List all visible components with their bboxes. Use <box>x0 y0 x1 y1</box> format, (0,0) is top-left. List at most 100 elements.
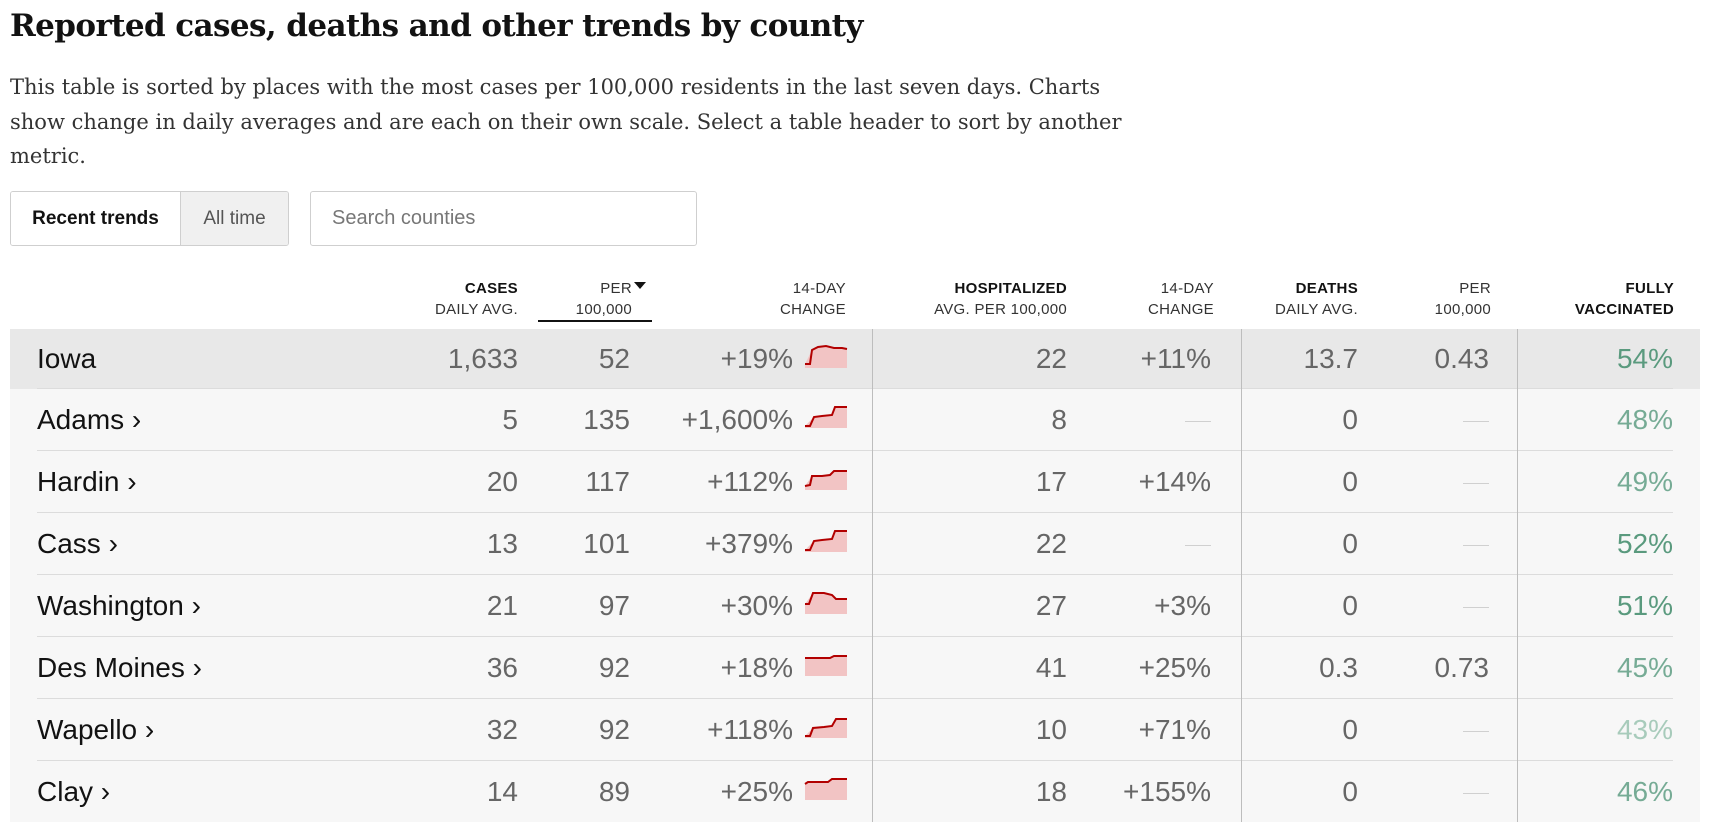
deaths-value: 0 <box>1342 714 1358 745</box>
county-name-link[interactable]: Des Moines › <box>37 652 202 683</box>
county-row[interactable]: Adams › 5 135 +1,600% 8 0 48% <box>10 389 1700 451</box>
header-cases[interactable]: CASES DAILY AVG. <box>435 278 518 320</box>
no-data-dash <box>1185 544 1211 546</box>
header-change-line1: 14-DAY <box>792 280 846 297</box>
deaths-value: 13.7 <box>1303 343 1359 374</box>
cases-value: 36 <box>486 652 518 683</box>
header-hosp-change-line1: 14-DAY <box>1160 280 1214 297</box>
county-name-link[interactable]: Washington › <box>37 590 201 621</box>
per-value: 101 <box>583 528 630 559</box>
deaths-per-value <box>1463 699 1489 761</box>
header-deaths-line2: DAILY AVG. <box>1274 301 1358 318</box>
per-value: 89 <box>598 776 630 807</box>
deaths-per-value: 0.43 <box>1434 343 1490 374</box>
column-divider <box>872 329 873 822</box>
deaths-per-value <box>1463 761 1489 822</box>
sort-descending-icon <box>634 282 646 289</box>
county-name-link[interactable]: Clay › <box>37 776 111 807</box>
trend-sparkline <box>805 344 848 368</box>
header-hosp-14-day-change[interactable]: 14-DAY CHANGE <box>1148 278 1214 320</box>
per-value: 92 <box>598 652 630 683</box>
county-row[interactable]: Wapello › 32 92 +118% 10 +71% 0 43% <box>10 699 1700 761</box>
trend-sparkline <box>805 655 847 676</box>
sparkline-line <box>805 530 847 551</box>
no-data-dash <box>1463 420 1489 422</box>
sparkline-area <box>805 531 847 552</box>
vacc-value: 54% <box>1616 343 1673 374</box>
county-row[interactable]: Hardin › 20 117 +112% 17 +14% 0 49% <box>10 451 1700 513</box>
row-divider <box>37 698 1673 699</box>
sparkline-line <box>805 655 847 659</box>
change-value: +30% <box>720 590 793 621</box>
header-fully-vaccinated[interactable]: FULLY VACCINATED <box>1575 278 1674 320</box>
county-name-link[interactable]: Hardin › <box>37 466 137 497</box>
header-vacc-line1: FULLY <box>1625 280 1674 297</box>
deaths-value: 0 <box>1342 404 1358 435</box>
vacc-value: 51% <box>1616 590 1673 621</box>
change-value: +19% <box>720 343 793 374</box>
sparkline-line <box>804 470 847 487</box>
per-value: 92 <box>598 714 630 745</box>
row-divider <box>37 512 1673 513</box>
header-vacc-line2: VACCINATED <box>1574 301 1674 318</box>
header-deaths-line1: DEATHS <box>1295 280 1358 297</box>
header-cases-line2: DAILY AVG. <box>434 301 518 318</box>
per-value: 52 <box>598 343 630 374</box>
sparkline-area <box>805 471 847 490</box>
recent-trends-button[interactable]: Recent trends <box>11 192 181 245</box>
deaths-value: 0.3 <box>1319 652 1358 683</box>
deaths-value: 0 <box>1342 776 1358 807</box>
hosp-value: 22 <box>1035 528 1067 559</box>
county-row[interactable]: Clay › 14 89 +25% 18 +155% 0 46% <box>10 761 1700 822</box>
county-row[interactable]: Cass › 13 101 +379% 22 0 52% <box>10 513 1700 575</box>
header-14-day-change[interactable]: 14-DAY CHANGE <box>780 278 846 320</box>
sparkline-line <box>805 406 847 427</box>
column-divider <box>1241 329 1242 822</box>
hosp-change-value <box>1185 513 1211 575</box>
header-change-line2: CHANGE <box>780 301 846 318</box>
trend-sparkline <box>805 592 847 614</box>
vacc-value: 49% <box>1616 466 1673 497</box>
county-row[interactable]: Washington › 21 97 +30% 27 +3% 0 51% <box>10 575 1700 637</box>
no-data-dash <box>1463 730 1489 732</box>
county-name-link[interactable]: Adams › <box>37 404 142 435</box>
all-time-button[interactable]: All time <box>181 192 288 245</box>
row-divider <box>37 636 1673 637</box>
deaths-value: 0 <box>1342 590 1358 621</box>
county-table: Clay › 14 89 +25% 18 +155% 0 46% Wapello › 32 92 +1… <box>10 329 1700 822</box>
header-hospitalized[interactable]: HOSPITALIZED AVG. PER 100,000 <box>934 278 1067 320</box>
no-data-dash <box>1463 544 1489 546</box>
cases-value: 14 <box>486 776 518 807</box>
search-input[interactable] <box>310 191 697 246</box>
cases-value: 32 <box>486 714 518 745</box>
row-divider <box>37 388 1673 389</box>
header-deaths-per-100k[interactable]: PER 100,000 <box>1435 278 1491 320</box>
county-name-link[interactable]: Cass › <box>37 528 118 559</box>
no-data-dash <box>1463 482 1489 484</box>
deaths-per-value <box>1463 451 1489 513</box>
no-data-dash <box>1185 420 1211 422</box>
cases-value: 20 <box>486 466 518 497</box>
vacc-value: 52% <box>1616 528 1673 559</box>
county-row[interactable]: Des Moines › 36 92 +18% 41 +25% 0.3 0.73 45% <box>10 637 1700 699</box>
vacc-value: 45% <box>1616 652 1673 683</box>
sparkline-area <box>805 719 847 738</box>
deaths-per-value <box>1463 575 1489 637</box>
county-name-link[interactable]: Wapello › <box>37 714 155 745</box>
cases-value: 1,633 <box>447 343 518 374</box>
change-value: +25% <box>720 776 793 807</box>
header-hosp-line2: AVG. PER 100,000 <box>934 301 1067 318</box>
hosp-value: 22 <box>1035 343 1067 374</box>
state-row: Iowa 1,633 52 +19% 22 +11% 13.7 0.43 54% <box>10 329 1700 389</box>
trend-sparkline <box>804 470 847 490</box>
hosp-value: 17 <box>1035 466 1067 497</box>
hosp-value: 8 <box>1051 404 1067 435</box>
vacc-value: 48% <box>1616 404 1673 435</box>
header-deaths[interactable]: DEATHS DAILY AVG. <box>1275 278 1358 320</box>
row-divider <box>37 450 1673 451</box>
change-value: +18% <box>720 652 793 683</box>
view-toggle: Recent trends All time <box>10 191 289 246</box>
cases-value: 13 <box>486 528 518 559</box>
per-value: 135 <box>583 404 630 435</box>
header-per-100k[interactable]: PER 100,000 <box>538 278 652 322</box>
